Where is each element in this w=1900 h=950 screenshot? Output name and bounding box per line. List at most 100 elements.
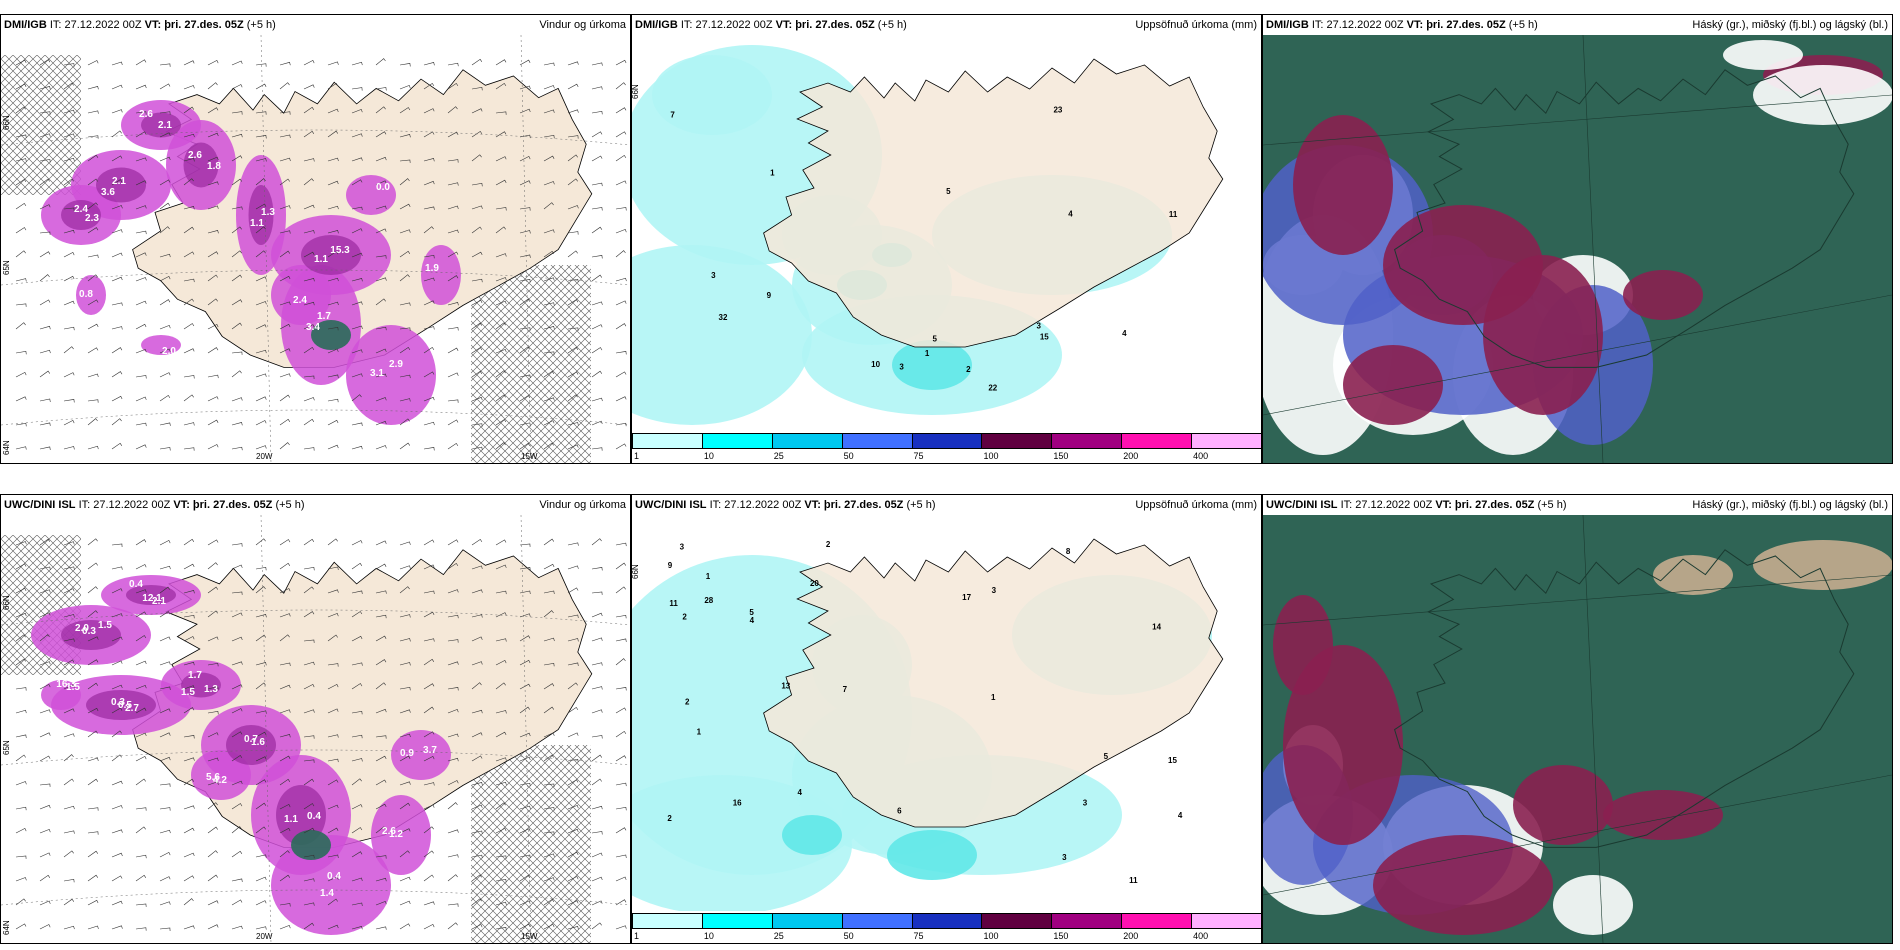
wind-barb (279, 301, 291, 306)
wind-barb (327, 301, 339, 306)
wind-barb (159, 539, 171, 546)
wind-barb (591, 110, 603, 115)
wind-barb (183, 133, 195, 138)
wind-barb (471, 251, 483, 258)
wind-barb (375, 180, 387, 186)
wind-barb (327, 348, 339, 354)
wind-barb (351, 61, 363, 66)
precip-value-label: 3 (680, 542, 685, 551)
wind-barb (543, 302, 555, 306)
wind-barb (303, 854, 315, 859)
precip-value-label: 1 (697, 727, 702, 736)
wind-barb (567, 565, 579, 570)
wind-barb (135, 230, 147, 235)
colorbar-swatch (981, 913, 1053, 929)
wind-barb (543, 420, 555, 426)
wind-barb (543, 442, 554, 450)
wind-barb (615, 396, 627, 402)
wind-barb (375, 255, 387, 259)
wind-barb (111, 707, 123, 714)
wind-barb (15, 303, 27, 307)
wind-barb (423, 206, 435, 210)
wind-barb (279, 613, 291, 618)
wind-barb (447, 709, 459, 714)
wind-barb (471, 58, 483, 66)
wind-barb (135, 157, 147, 162)
wind-barb (15, 227, 27, 234)
wind-barb (591, 447, 603, 451)
wind-barb (351, 635, 363, 642)
wind-barb (399, 828, 411, 834)
wind-barb (111, 395, 123, 402)
wind-barb (15, 806, 27, 811)
wind-barb (255, 779, 267, 786)
wind-barb (423, 706, 435, 714)
wind-barb (183, 323, 195, 330)
colorbar-tick-label: 100 (983, 451, 999, 461)
precip-value-label: 1.7 (188, 670, 202, 681)
wind-barb (375, 397, 387, 402)
wind-barb (423, 326, 435, 330)
precip-value-label: 0.7 (244, 734, 258, 745)
panel-title: Háský (gr.), miðský (fj.bl.) og lágský (… (1692, 499, 1888, 511)
wind-barb (399, 733, 411, 738)
wind-barb (231, 826, 242, 834)
wind-barb (327, 827, 339, 834)
precip-value-label: 2.0 (75, 623, 89, 634)
wind-barb (135, 778, 146, 786)
panel-header: DMI/IGB IT: 27.12.2022 00Z VT: þri. 27.d… (632, 15, 1261, 35)
wind-barb (519, 395, 531, 402)
wind-barb (423, 683, 435, 690)
precip-light (632, 245, 812, 425)
wind-barb (351, 926, 363, 930)
wind-barb (591, 347, 603, 354)
wind-barb (495, 564, 507, 570)
wind-barb (279, 874, 291, 882)
wind-barb (135, 180, 147, 186)
wind-barb (399, 418, 410, 426)
precip-value-label: 8 (1066, 547, 1071, 556)
wind-barb (591, 397, 603, 402)
wind-barb (375, 298, 386, 306)
latitude-line (1, 749, 630, 766)
wind-barb (63, 566, 75, 570)
wind-barb (327, 538, 338, 546)
wind-barb (351, 540, 363, 546)
wind-barb (615, 323, 627, 330)
wind-barb (495, 226, 506, 234)
wind-barb (495, 322, 506, 330)
wind-barb (447, 539, 459, 546)
wind-barb (423, 371, 435, 378)
wind-barb (327, 205, 339, 210)
wind-barb (135, 375, 147, 379)
wind-barb (111, 61, 123, 66)
wind-barb (351, 611, 363, 618)
wind-barb (423, 564, 435, 570)
wind-barb (447, 229, 459, 234)
wind-barb (15, 446, 27, 450)
precip-value-label: 2 (685, 698, 690, 707)
precip-value-label: 4 (1178, 811, 1183, 820)
wind-barb (591, 686, 603, 690)
wind-barb (15, 250, 26, 258)
wind-barb (423, 131, 435, 138)
wind-barb (63, 63, 75, 67)
wind-barb (159, 83, 171, 90)
wind-barb (615, 755, 627, 762)
precip-value-label: 11 (1169, 210, 1178, 219)
wind-barb (111, 347, 123, 354)
wind-barb (351, 133, 363, 138)
wind-barb (87, 154, 99, 162)
wind-barb (519, 923, 531, 930)
wind-barb (63, 541, 75, 546)
wind-barb (327, 854, 339, 859)
wind-barb (135, 131, 147, 138)
wind-barb (303, 735, 315, 739)
wind-barb (231, 803, 243, 810)
wind-barb (399, 541, 411, 546)
wind-barb (447, 347, 459, 354)
wind-barbs (15, 538, 627, 932)
wind-barb (327, 398, 339, 403)
wind-barb (471, 182, 483, 187)
wind-barb (543, 732, 555, 738)
